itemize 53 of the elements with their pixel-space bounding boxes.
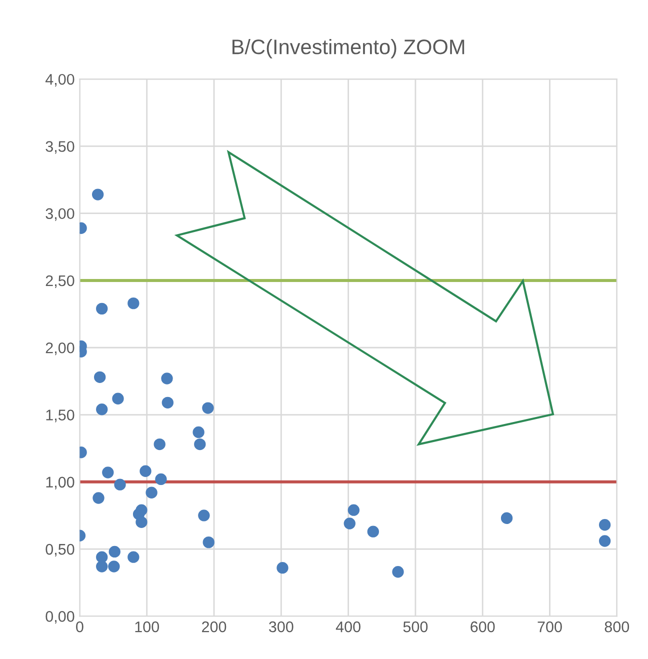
point bbox=[128, 297, 140, 310]
point bbox=[344, 518, 356, 530]
point bbox=[112, 392, 124, 404]
point bbox=[598, 519, 611, 531]
x-tick-label: 300 bbox=[268, 621, 294, 632]
y-tick-label: 3,00 bbox=[46, 208, 74, 221]
point bbox=[108, 560, 120, 572]
point bbox=[128, 551, 140, 563]
point bbox=[194, 438, 206, 450]
point bbox=[102, 466, 114, 478]
point bbox=[96, 551, 108, 563]
point bbox=[367, 526, 379, 538]
y-tick-label: 1,50 bbox=[46, 410, 74, 422]
point bbox=[92, 188, 104, 200]
point bbox=[96, 302, 108, 315]
point bbox=[162, 396, 174, 409]
x-tick-label: 500 bbox=[403, 621, 428, 632]
x-tick-label: 600 bbox=[470, 621, 495, 632]
y-tick-label: 2,50 bbox=[46, 275, 74, 288]
y-tick-label: 1,00 bbox=[46, 476, 74, 490]
point bbox=[161, 372, 173, 384]
point bbox=[114, 478, 126, 490]
point bbox=[108, 546, 120, 558]
y-tick-label: 0,00 bbox=[46, 611, 74, 624]
point bbox=[598, 535, 611, 547]
point bbox=[96, 404, 108, 416]
y-tick-label: 4,00 bbox=[45, 74, 74, 87]
point bbox=[96, 560, 108, 572]
y-tick-label: 0,50 bbox=[46, 544, 74, 557]
point bbox=[276, 562, 288, 574]
point bbox=[202, 402, 214, 414]
point bbox=[500, 512, 513, 524]
x-tick-label: 800 bbox=[604, 621, 630, 632]
x-tick-label: 400 bbox=[336, 621, 360, 632]
chart-title: B/C(Investimento) ZOOM bbox=[232, 38, 464, 58]
point bbox=[92, 492, 104, 504]
x-tick-label: 200 bbox=[202, 621, 226, 632]
point bbox=[198, 510, 210, 522]
x-tick-label: 0 bbox=[76, 621, 84, 632]
y-tick-label: 3,50 bbox=[46, 141, 74, 154]
point bbox=[146, 486, 158, 498]
point bbox=[348, 504, 360, 516]
point bbox=[202, 536, 214, 548]
point bbox=[136, 516, 148, 528]
point bbox=[392, 566, 404, 578]
point bbox=[94, 371, 106, 384]
x-tick-label: 700 bbox=[538, 621, 562, 632]
y-tick-label: 2,00 bbox=[46, 342, 74, 356]
point bbox=[154, 438, 166, 450]
point bbox=[140, 465, 152, 477]
x-tick-label: 100 bbox=[135, 621, 159, 632]
point bbox=[155, 473, 167, 486]
point bbox=[192, 426, 204, 438]
